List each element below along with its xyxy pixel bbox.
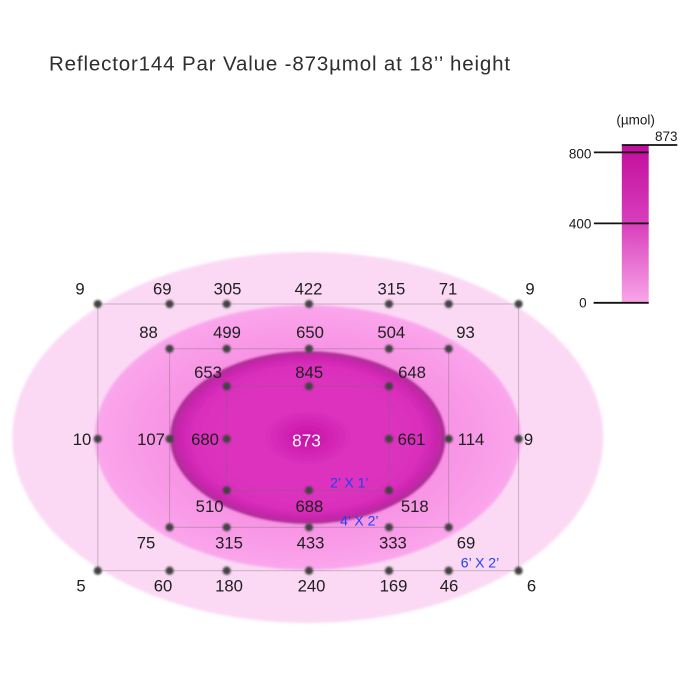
svg-text:4’ X 2’: 4’ X 2’ (340, 512, 378, 528)
svg-text:499: 499 (213, 323, 241, 342)
svg-text:9: 9 (75, 280, 84, 299)
svg-text:9: 9 (524, 430, 533, 449)
svg-text:60: 60 (154, 576, 173, 595)
svg-text:71: 71 (439, 280, 458, 299)
svg-text:315: 315 (215, 534, 243, 553)
svg-text:69: 69 (457, 534, 476, 553)
svg-text:0: 0 (579, 296, 587, 311)
svg-text:650: 650 (296, 323, 324, 342)
svg-text:5: 5 (76, 576, 85, 595)
svg-text:6’ X 2’: 6’ X 2’ (461, 555, 499, 571)
svg-text:305: 305 (214, 280, 242, 299)
svg-text:873: 873 (292, 431, 321, 451)
svg-text:6: 6 (527, 576, 536, 595)
svg-text:510: 510 (196, 497, 224, 516)
svg-text:Reflector144 Par Value -873µmo: Reflector144 Par Value -873µmol at 18’’ … (49, 53, 511, 76)
svg-text:648: 648 (398, 363, 426, 382)
svg-text:9: 9 (525, 280, 534, 299)
svg-text:845: 845 (295, 363, 323, 382)
svg-text:88: 88 (139, 323, 158, 342)
svg-text:93: 93 (456, 323, 475, 342)
svg-text:680: 680 (191, 430, 219, 449)
svg-text:(µmol): (µmol) (616, 113, 655, 128)
svg-text:873: 873 (655, 129, 678, 144)
svg-text:518: 518 (401, 497, 429, 516)
svg-text:433: 433 (297, 534, 325, 553)
svg-text:504: 504 (377, 323, 405, 342)
svg-text:315: 315 (377, 280, 405, 299)
svg-text:180: 180 (215, 576, 243, 595)
svg-text:422: 422 (295, 280, 323, 299)
svg-text:400: 400 (569, 216, 592, 231)
svg-text:2’ X 1’: 2’ X 1’ (330, 475, 368, 491)
svg-text:75: 75 (137, 534, 156, 553)
svg-text:653: 653 (194, 363, 222, 382)
svg-text:69: 69 (153, 280, 172, 299)
svg-text:169: 169 (380, 576, 408, 595)
svg-text:240: 240 (298, 576, 326, 595)
svg-text:333: 333 (379, 534, 407, 553)
svg-text:10: 10 (73, 430, 92, 449)
svg-text:46: 46 (440, 576, 459, 595)
svg-text:800: 800 (569, 146, 592, 161)
svg-text:114: 114 (458, 430, 485, 449)
svg-text:107: 107 (137, 430, 165, 449)
svg-text:688: 688 (295, 497, 323, 516)
svg-text:661: 661 (398, 430, 426, 449)
